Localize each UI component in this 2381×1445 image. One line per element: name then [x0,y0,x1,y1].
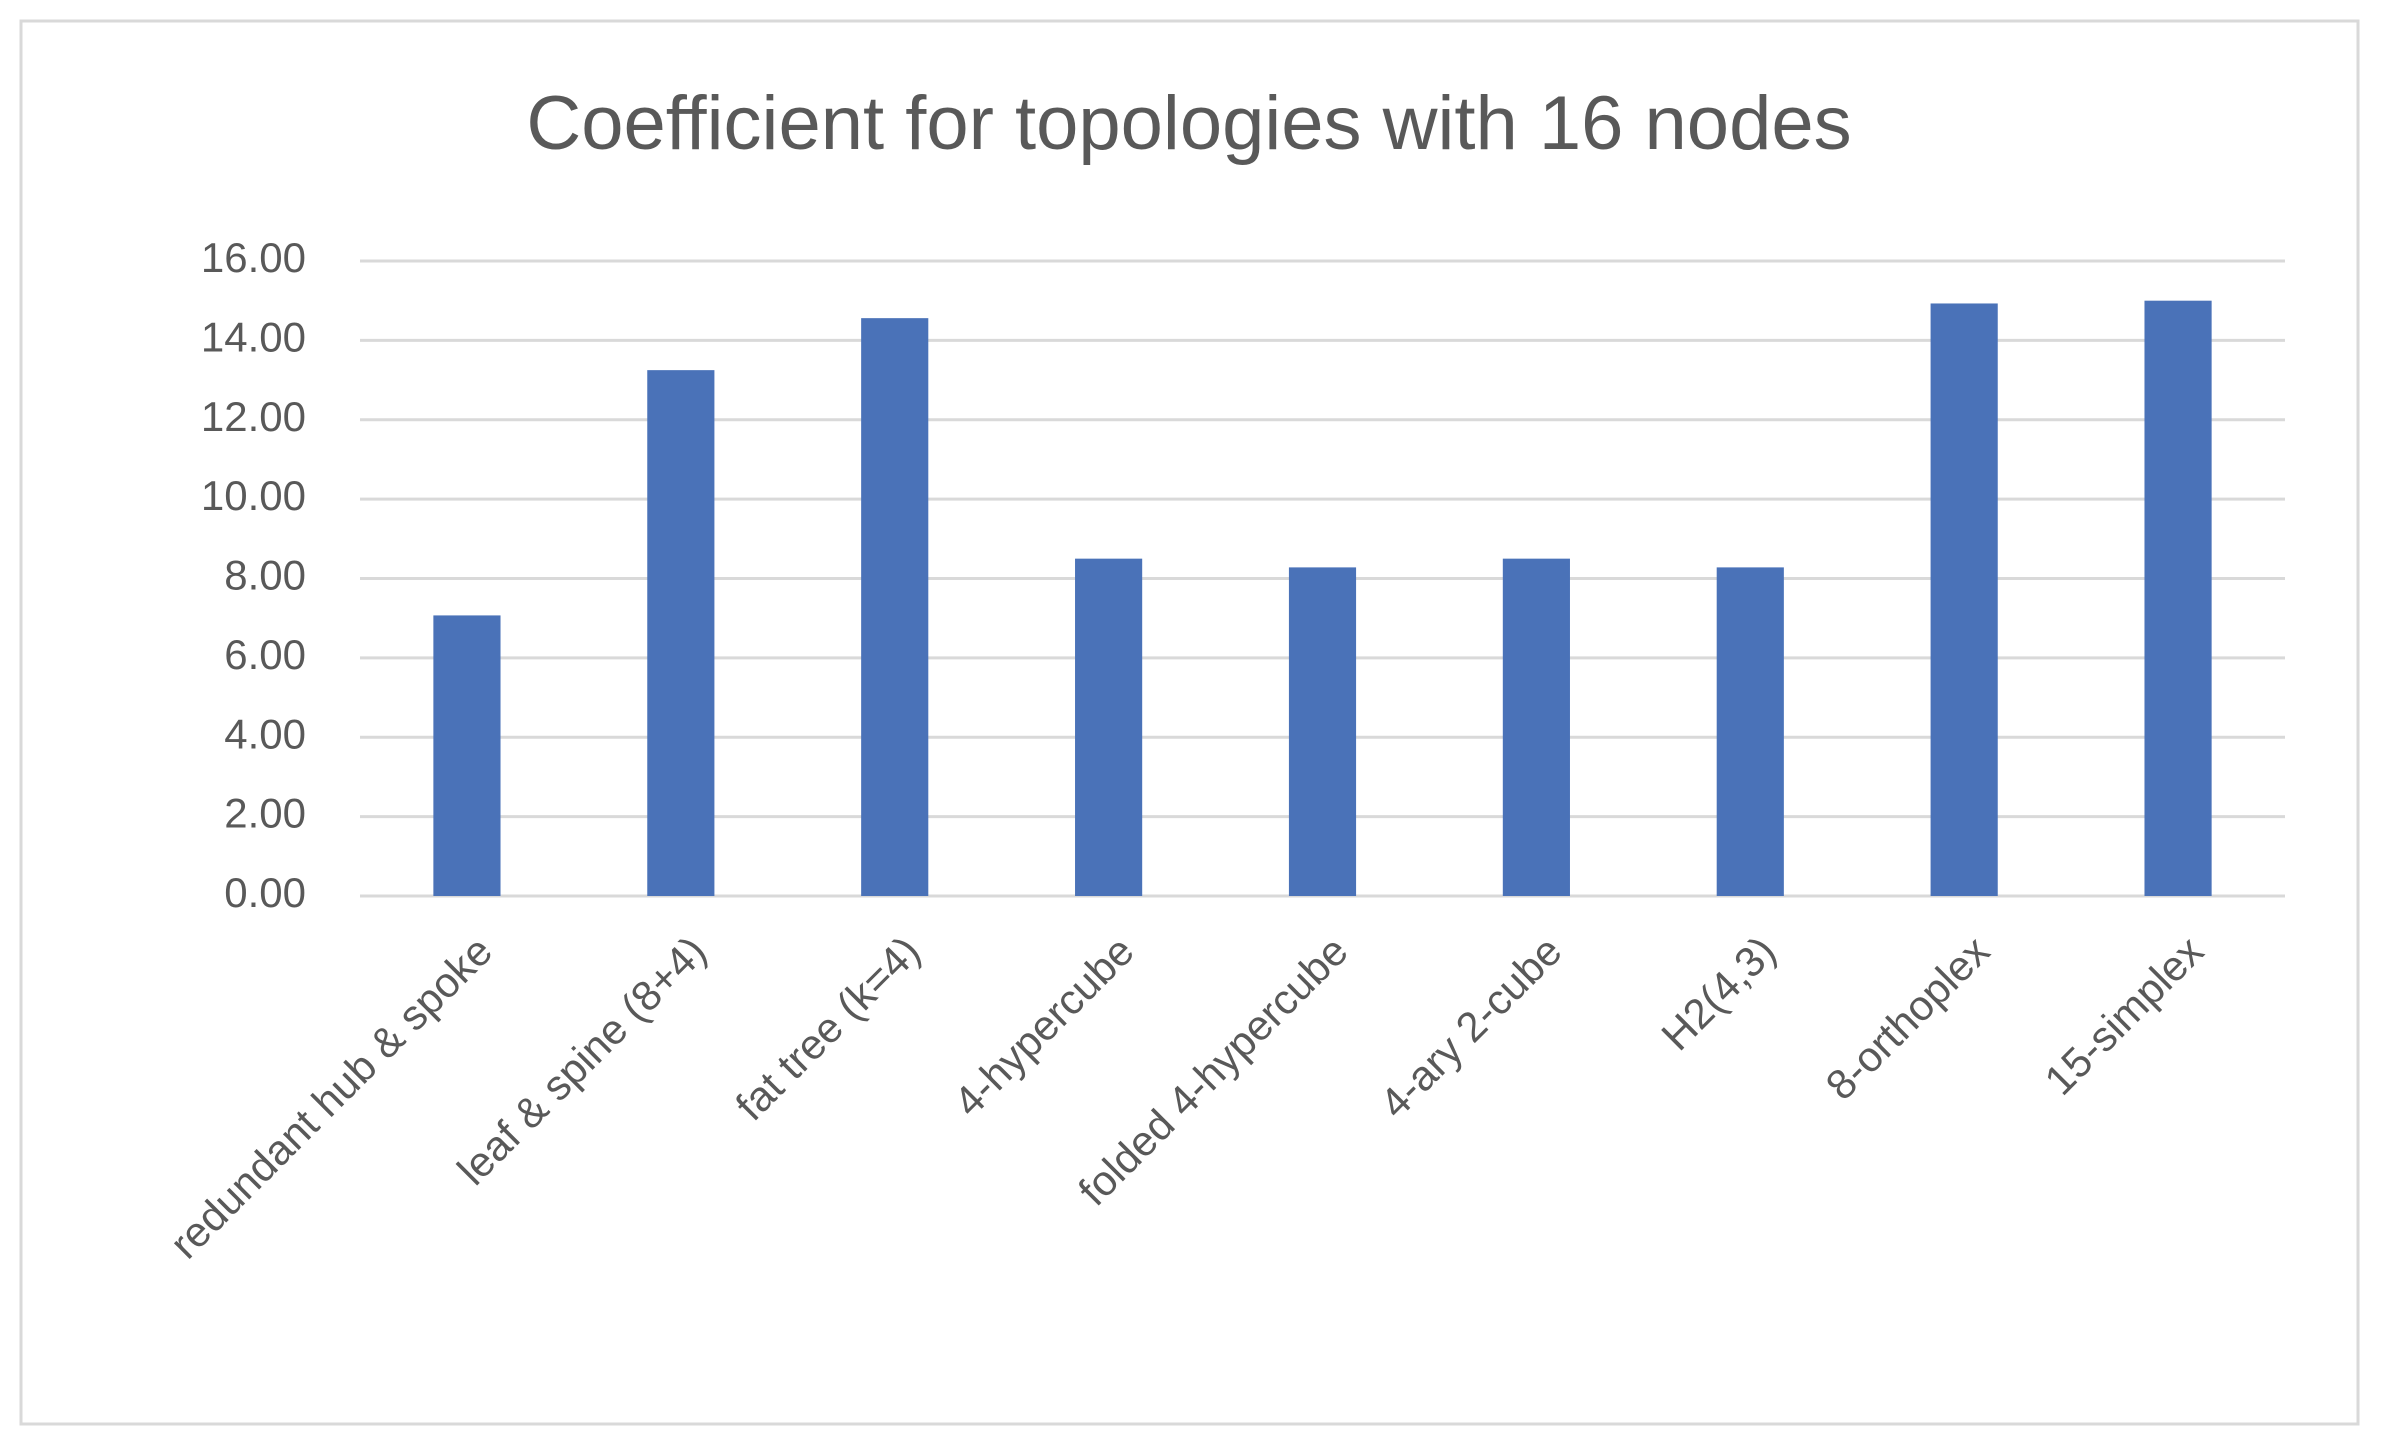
bar [861,318,929,896]
bar [2144,300,2212,896]
y-tick-label: 8.00 [224,552,306,599]
bar [1288,567,1357,896]
bar [1930,303,1998,896]
bar [1716,567,1784,896]
y-tick-label: 16.00 [201,234,306,281]
bar [1502,558,1570,896]
chart-frame [19,19,2360,1426]
bar [647,370,715,896]
y-tick-label: 4.00 [224,710,306,757]
y-tick-label: 6.00 [224,631,306,678]
y-tick-label: 0.00 [224,869,306,916]
bar [433,615,501,896]
y-tick-label: 2.00 [224,790,306,837]
bar [1075,558,1143,896]
y-tick-label: 10.00 [201,472,306,519]
chart-title: Coefficient for topologies with 16 nodes [526,81,1851,166]
y-tick-label: 12.00 [201,393,306,440]
y-tick-label: 14.00 [201,313,306,360]
